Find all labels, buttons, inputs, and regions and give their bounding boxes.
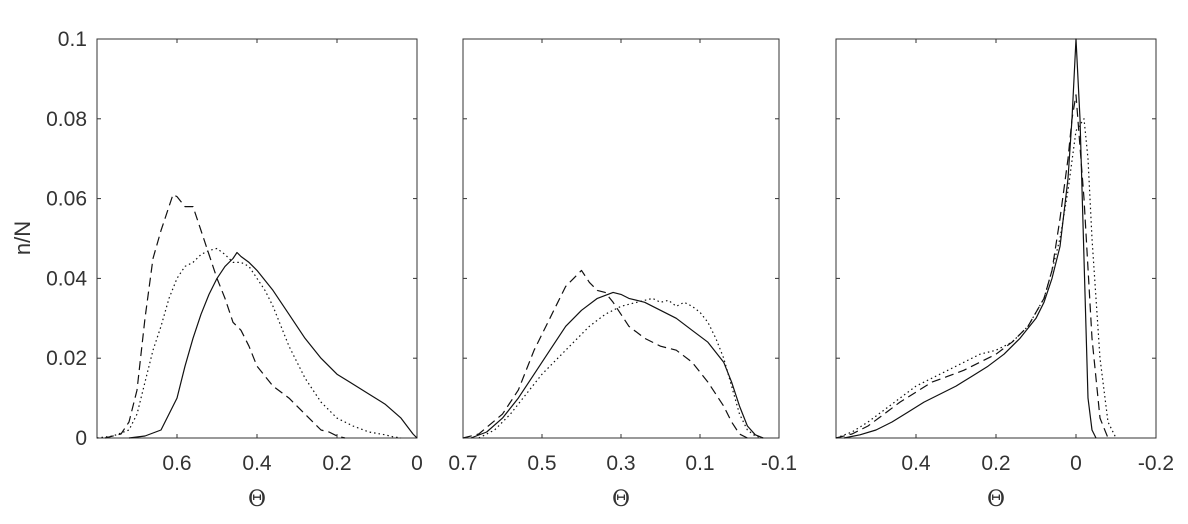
x-axis-label: Θ — [987, 487, 1005, 512]
panel-3: 0.4 0.2 0 -0.2 Θ — [835, 38, 1174, 512]
plot-frame — [462, 38, 780, 439]
y-tick-label: 0.1 — [58, 28, 87, 51]
x-tick-label: 0.1 — [685, 452, 714, 475]
series-dotted-line — [96, 247, 402, 439]
series-solid-line — [128, 251, 418, 439]
x-tick-label: 0.2 — [981, 452, 1010, 475]
plot-frame — [96, 38, 418, 439]
y-tick-label: 0.02 — [46, 347, 87, 370]
series-dashed-line — [462, 269, 748, 439]
x-tick-label: 0.4 — [901, 452, 931, 475]
x-tick-label: 0.7 — [448, 452, 477, 475]
x-tick-label: 0.4 — [242, 452, 272, 475]
y-tick-label: 0.04 — [46, 267, 87, 290]
panel-1: 0 0.02 0.04 0.06 0.08 0.1 0.6 0.4 0.2 0 Θ — [46, 28, 423, 512]
plot-frame — [835, 38, 1157, 439]
x-tick-label: -0.2 — [1138, 452, 1174, 475]
x-tick-label: 0.3 — [606, 452, 635, 475]
x-tick-label: -0.1 — [761, 452, 797, 475]
y-axis-label: n/N — [10, 221, 35, 255]
y-tick-label: 0.06 — [46, 188, 87, 211]
series-solid-line — [843, 38, 1097, 439]
x-tick-label: 0.2 — [322, 452, 351, 475]
y-tick-label: 0.08 — [46, 108, 87, 131]
series-dotted-line — [835, 118, 1117, 439]
series-dotted-line — [478, 297, 764, 439]
x-tick-label: 0 — [1070, 452, 1082, 475]
panel-2: 0.7 0.5 0.3 0.1 -0.1 Θ — [448, 38, 797, 512]
x-tick-label: 0.6 — [162, 452, 191, 475]
series-dashed-line — [835, 94, 1109, 439]
x-axis-label: Θ — [248, 487, 266, 512]
series-dashed-line — [104, 194, 346, 439]
y-tick-label: 0 — [75, 427, 87, 450]
x-tick-label: 0.5 — [527, 452, 556, 475]
x-axis-label: Θ — [612, 487, 630, 512]
series-solid-line — [470, 291, 764, 439]
x-tick-label: 0 — [411, 452, 423, 475]
